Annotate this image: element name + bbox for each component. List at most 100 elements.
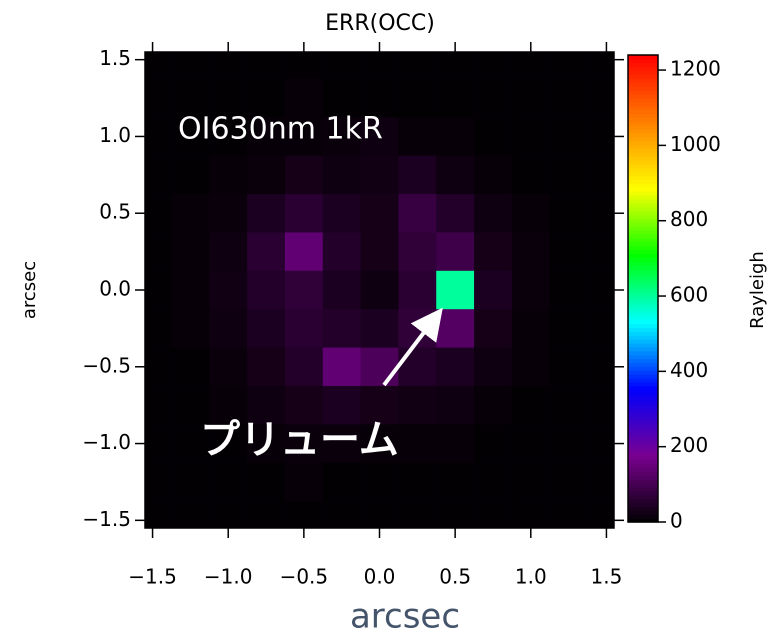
heatmap-cell <box>360 155 399 195</box>
heatmap-cell <box>511 309 551 349</box>
heatmap-cell <box>511 347 551 387</box>
colorbar-step <box>628 483 658 488</box>
heatmap-cell <box>322 462 362 502</box>
colorbar-step <box>628 416 658 422</box>
heatmap-cell <box>322 309 362 349</box>
colorbar-step <box>628 292 658 297</box>
heatmap-cell <box>436 232 475 272</box>
heatmap-cell <box>145 270 172 310</box>
heatmap-cell <box>209 52 248 80</box>
heatmap-cell <box>587 52 614 80</box>
heatmap-cell <box>247 347 286 387</box>
heatmap-cell <box>145 52 172 80</box>
heatmap-cell <box>436 117 475 157</box>
colorbar-step <box>628 475 658 480</box>
heatmap-cell <box>474 501 513 528</box>
colorbar-step <box>628 202 658 208</box>
heatmap-cell <box>171 194 210 233</box>
colorbar-step <box>628 288 658 293</box>
heatmap-cell <box>549 194 589 233</box>
colorbar-step <box>628 280 658 286</box>
colorbar-step <box>628 319 658 325</box>
heatmap-cell <box>171 232 210 272</box>
heatmap-cell <box>360 462 399 502</box>
heatmap-cell <box>549 232 589 272</box>
colorbar-step <box>628 58 658 64</box>
y-tick-label: 0.0 <box>99 277 131 301</box>
colorbar-step <box>628 490 658 496</box>
colorbar-step <box>628 420 658 426</box>
heatmap-cell <box>171 501 210 528</box>
heatmap-cell <box>549 347 589 387</box>
heatmap-cell <box>322 501 362 528</box>
heatmap-cell <box>398 385 437 425</box>
colorbar-step <box>628 354 658 360</box>
heatmap-cell <box>511 155 551 195</box>
heatmap-cell <box>145 347 172 387</box>
colorbar-step <box>628 467 658 473</box>
colorbar-step <box>628 245 658 251</box>
heatmap-cell <box>284 232 324 272</box>
heatmap-cell <box>284 155 324 195</box>
heatmap-cell <box>209 270 248 310</box>
heatmap-cell <box>474 347 513 387</box>
heatmap-cell <box>145 117 172 157</box>
colorbar-step <box>628 362 658 367</box>
colorbar-step <box>628 109 658 114</box>
colorbar-tick-label: 400 <box>670 358 708 382</box>
colorbar-step <box>628 385 658 391</box>
heatmap-cell <box>436 501 475 528</box>
colorbar-step <box>628 350 658 356</box>
heatmap-cell <box>398 501 437 528</box>
heatmap-cell <box>398 232 437 272</box>
heatmap-cell <box>247 78 286 118</box>
colorbar-step <box>628 335 658 340</box>
heatmap-cell <box>171 78 210 118</box>
heatmap-cell <box>145 155 172 195</box>
colorbar-step <box>628 132 658 138</box>
heatmap-cell <box>587 424 614 464</box>
heatmap-cell <box>436 194 475 233</box>
colorbar-step <box>628 183 658 188</box>
heatmap-cell <box>511 232 551 272</box>
heatmap-cell <box>549 52 589 80</box>
colorbar-step <box>628 514 658 519</box>
heatmap-cell <box>436 309 475 349</box>
colorbar-step <box>628 249 658 255</box>
x-axis-label: arcsec <box>350 597 460 636</box>
colorbar-step <box>628 413 658 418</box>
colorbar-step <box>628 459 658 465</box>
y-tick-label: 1.0 <box>99 123 131 147</box>
heatmap-cell <box>247 232 286 272</box>
heatmap-cell <box>322 155 362 195</box>
colorbar-step <box>628 502 658 508</box>
heatmap-cell <box>284 117 324 157</box>
heatmap-cell <box>549 78 589 118</box>
heatmap-cell <box>360 385 399 425</box>
colorbar-step <box>628 393 658 399</box>
heatmap-cell <box>247 194 286 233</box>
y-tick-label: −0.5 <box>82 353 131 377</box>
colorbar-step <box>628 234 658 239</box>
colorbar-step <box>628 117 658 122</box>
colorbar-step <box>628 518 658 523</box>
colorbar-step <box>628 97 658 103</box>
heatmap-cell <box>587 462 614 502</box>
colorbar-step <box>628 218 658 223</box>
heatmap-cell <box>284 347 324 387</box>
heatmap-cell <box>322 117 362 157</box>
colorbar-step <box>628 163 658 169</box>
colorbar-step <box>628 66 658 72</box>
heatmap-cell <box>145 194 172 233</box>
heatmap-cell <box>511 194 551 233</box>
heatmap-cell <box>511 385 551 425</box>
heatmap-cell <box>209 385 248 425</box>
colorbar-step <box>628 323 658 329</box>
colorbar-step <box>628 424 658 430</box>
colorbar-step <box>628 366 658 371</box>
heatmap-cell <box>209 347 248 387</box>
colorbar <box>628 55 658 523</box>
heatmap-cell <box>360 232 399 272</box>
heatmap-cell <box>587 232 614 272</box>
